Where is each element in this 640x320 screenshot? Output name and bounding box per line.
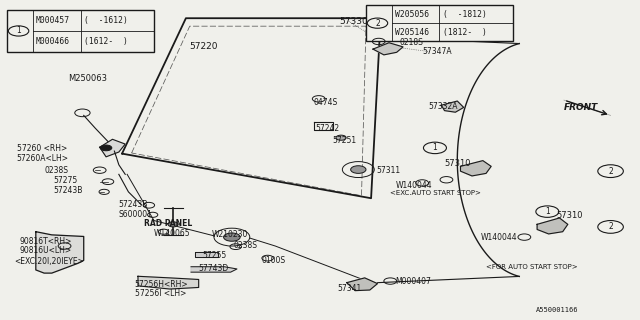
Text: 90816T<RH>: 90816T<RH>: [20, 237, 72, 246]
Polygon shape: [347, 278, 378, 291]
Text: 0238S: 0238S: [44, 166, 68, 175]
Circle shape: [100, 145, 112, 151]
Polygon shape: [373, 43, 403, 55]
Text: 57332A: 57332A: [429, 102, 458, 111]
Bar: [366, 5, 513, 42]
Text: (1812-  ): (1812- ): [443, 28, 486, 36]
Text: 57243B: 57243B: [53, 186, 83, 195]
Text: W140044: W140044: [481, 233, 518, 242]
Text: 1: 1: [16, 27, 21, 36]
Text: <FOR AUTO START STOP>: <FOR AUTO START STOP>: [486, 264, 578, 270]
Circle shape: [424, 142, 447, 154]
Text: 57347A: 57347A: [422, 47, 452, 56]
Circle shape: [351, 166, 366, 173]
Circle shape: [367, 18, 388, 28]
Text: RAD PANEL: RAD PANEL: [145, 219, 193, 228]
Text: M000466: M000466: [36, 36, 70, 46]
Polygon shape: [442, 101, 464, 112]
Text: W205056: W205056: [395, 10, 429, 19]
Text: 57310: 57310: [445, 159, 471, 168]
Text: 57256H<RH>: 57256H<RH>: [135, 280, 188, 289]
Text: 57242: 57242: [316, 124, 340, 132]
Text: A550001166: A550001166: [536, 308, 579, 313]
Text: 1: 1: [433, 143, 437, 152]
Text: <EXC.AUTO START STOP>: <EXC.AUTO START STOP>: [390, 190, 481, 196]
Text: (1612-  ): (1612- ): [84, 36, 127, 46]
Polygon shape: [537, 218, 568, 234]
Text: FRONT: FRONT: [564, 103, 598, 112]
Bar: [7, 10, 154, 52]
Circle shape: [223, 233, 240, 241]
Text: 57220: 57220: [189, 42, 218, 52]
Text: 0100S: 0100S: [261, 256, 285, 265]
Circle shape: [598, 220, 623, 233]
Text: 57310: 57310: [556, 211, 583, 220]
Text: <EXC.20I,20IEYE>: <EXC.20I,20IEYE>: [15, 257, 84, 266]
Text: 57251: 57251: [333, 136, 357, 145]
Circle shape: [8, 26, 29, 36]
Circle shape: [536, 206, 559, 217]
Circle shape: [168, 222, 178, 227]
Text: (  -1812): ( -1812): [443, 10, 486, 19]
Text: W210230: W210230: [211, 230, 248, 239]
Text: 57743D: 57743D: [198, 264, 229, 273]
Text: W205146: W205146: [395, 28, 429, 36]
Circle shape: [598, 165, 623, 178]
Text: M000407: M000407: [396, 276, 431, 285]
Polygon shape: [36, 232, 84, 273]
Text: 0218S: 0218S: [400, 38, 424, 47]
Polygon shape: [138, 276, 198, 289]
Text: 57330: 57330: [339, 17, 368, 26]
Text: 2: 2: [608, 222, 613, 231]
Text: 2: 2: [375, 19, 380, 28]
Text: 0238S: 0238S: [234, 241, 258, 250]
Text: 57260A<LH>: 57260A<LH>: [17, 154, 68, 163]
Text: 1: 1: [545, 207, 550, 216]
Text: 90816U<LH>: 90816U<LH>: [20, 246, 72, 255]
Polygon shape: [195, 252, 218, 257]
Text: 57311: 57311: [376, 166, 401, 175]
Text: 2: 2: [608, 167, 613, 176]
Text: W140065: W140065: [154, 229, 191, 238]
Text: 57255: 57255: [202, 251, 227, 260]
Text: 57243B: 57243B: [119, 200, 148, 209]
Text: W140044: W140044: [396, 181, 432, 190]
Polygon shape: [461, 161, 491, 176]
Circle shape: [336, 135, 346, 140]
Text: (  -1612): ( -1612): [84, 16, 127, 25]
Text: 0474S: 0474S: [314, 98, 338, 107]
Polygon shape: [100, 139, 125, 157]
Text: 57260 <RH>: 57260 <RH>: [17, 144, 67, 153]
Text: 57275: 57275: [53, 176, 77, 185]
Text: M000457: M000457: [36, 16, 70, 25]
Text: S600001: S600001: [119, 210, 153, 219]
Text: 57341: 57341: [337, 284, 362, 292]
Text: 57256I <LH>: 57256I <LH>: [135, 289, 186, 298]
Text: M250063: M250063: [68, 74, 107, 83]
Polygon shape: [191, 267, 237, 272]
